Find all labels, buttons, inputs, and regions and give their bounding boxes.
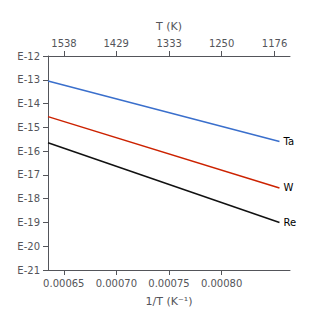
svg-text:1538: 1538: [51, 38, 76, 49]
svg-text:1176: 1176: [262, 38, 287, 49]
svg-text:E-12: E-12: [17, 51, 40, 62]
svg-text:1250: 1250: [209, 38, 234, 49]
svg-text:T (K): T (K): [155, 20, 182, 33]
svg-text:0.00065: 0.00065: [43, 278, 84, 289]
svg-text:Re: Re: [283, 217, 296, 228]
svg-text:E-21: E-21: [17, 265, 40, 276]
svg-text:E-18: E-18: [17, 193, 40, 204]
svg-text:1333: 1333: [156, 38, 181, 49]
svg-text:E-20: E-20: [17, 241, 40, 252]
svg-text:E-15: E-15: [17, 122, 40, 133]
svg-text:E-19: E-19: [17, 217, 40, 228]
svg-text:E-16: E-16: [17, 146, 40, 157]
svg-text:E-14: E-14: [17, 98, 40, 109]
svg-text:0.00070: 0.00070: [96, 278, 137, 289]
svg-text:0.00080: 0.00080: [201, 278, 242, 289]
svg-text:E-13: E-13: [17, 74, 40, 85]
svg-text:Ta: Ta: [282, 136, 294, 147]
svg-text:0.00075: 0.00075: [148, 278, 189, 289]
svg-text:1/T (K⁻¹): 1/T (K⁻¹): [146, 295, 193, 308]
svg-text:W: W: [283, 182, 293, 193]
svg-text:1429: 1429: [103, 38, 128, 49]
svg-text:E-17: E-17: [17, 169, 40, 180]
